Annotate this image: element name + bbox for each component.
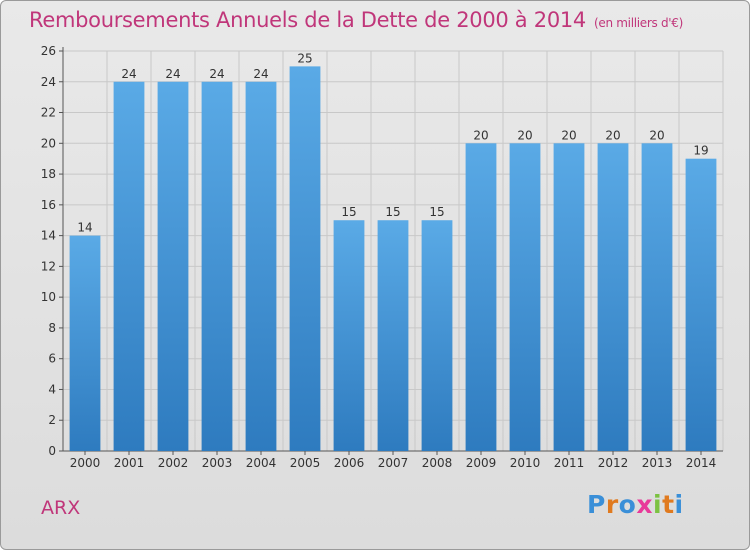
bar-2009 [465, 143, 497, 452]
chart-unit: (en milliers d'€) [594, 16, 684, 30]
bar-2010 [509, 143, 541, 452]
x-tick-label-2014: 2014 [686, 456, 717, 470]
bar-2007 [377, 220, 409, 451]
x-tick-label-2001: 2001 [114, 456, 145, 470]
data-label-2003: 24 [209, 67, 224, 81]
y-tick-label: 6 [48, 352, 56, 366]
data-label-2002: 24 [165, 67, 180, 81]
chart-title-text: Remboursements Annuels de la Dette de 20… [29, 8, 586, 32]
data-label-2000: 14 [77, 221, 92, 235]
y-tick-label: 22 [41, 106, 56, 120]
logo-letter: P [587, 490, 606, 519]
bar-2001 [113, 81, 145, 452]
data-label-2013: 20 [649, 128, 664, 142]
x-tick-label-2009: 2009 [466, 456, 497, 470]
x-tick-label-2008: 2008 [422, 456, 453, 470]
x-tick-label-2003: 2003 [202, 456, 233, 470]
bar-2012 [597, 143, 629, 452]
y-tick-label: 4 [48, 382, 56, 396]
proxiti-logo[interactable]: Proxiti [587, 490, 684, 519]
logo-letter: i [674, 490, 684, 519]
data-labels: 14 24 24 24 24 25 15 15 15 20 20 20 20 20 19 [77, 51, 708, 234]
x-tick-label-2004: 2004 [246, 456, 277, 470]
bar-2011 [553, 143, 585, 452]
x-tick-label-2013: 2013 [642, 456, 673, 470]
y-tick-label: 10 [41, 290, 56, 304]
y-tick-label: 0 [48, 444, 56, 458]
x-tick-label-2012: 2012 [598, 456, 629, 470]
data-label-2004: 24 [253, 67, 268, 81]
logo-letter: r [605, 490, 619, 519]
x-tick-label-2011: 2011 [554, 456, 585, 470]
data-label-2008: 15 [429, 205, 444, 219]
data-label-2009: 20 [473, 128, 488, 142]
data-label-2005: 25 [297, 51, 312, 65]
y-tick-label: 2 [48, 413, 56, 427]
bar-2006 [333, 220, 365, 451]
bar-2008 [421, 220, 453, 451]
y-tick-label: 26 [41, 44, 56, 58]
bar-2014 [685, 158, 717, 451]
y-tick-label: 12 [41, 259, 56, 273]
bar-2005 [289, 66, 321, 451]
y-tick-label: 16 [41, 198, 56, 212]
bar-2004 [245, 81, 277, 452]
bar-2002 [157, 81, 189, 452]
y-tick-label: 24 [41, 75, 56, 89]
bar-2000 [69, 235, 101, 451]
logo-letter: o [618, 490, 637, 519]
y-tick-label: 14 [41, 229, 56, 243]
data-label-2014: 19 [693, 144, 708, 158]
data-label-2011: 20 [561, 128, 576, 142]
logo-letter: x [636, 490, 653, 519]
bar-2013 [641, 143, 673, 452]
bar-2003 [201, 81, 233, 452]
data-label-2012: 20 [605, 128, 620, 142]
y-tick-label: 18 [41, 167, 56, 181]
commune-name: ARX [41, 497, 81, 519]
x-tick-label-2006: 2006 [334, 456, 365, 470]
bars [69, 66, 717, 452]
y-tick-label: 8 [48, 321, 56, 335]
data-label-2007: 15 [385, 205, 400, 219]
logo-letter: t [662, 490, 675, 519]
data-label-2006: 15 [341, 205, 356, 219]
chart-title: Remboursements Annuels de la Dette de 20… [29, 8, 683, 32]
y-tick-label: 20 [41, 136, 56, 150]
x-tick-label-2002: 2002 [158, 456, 189, 470]
x-tick-label-2007: 2007 [378, 456, 409, 470]
x-tick-label-2005: 2005 [290, 456, 321, 470]
x-tick-label-2000: 2000 [70, 456, 101, 470]
data-label-2010: 20 [517, 128, 532, 142]
data-label-2001: 24 [121, 67, 136, 81]
logo-letter: i [653, 490, 663, 519]
x-tick-label-2010: 2010 [510, 456, 541, 470]
